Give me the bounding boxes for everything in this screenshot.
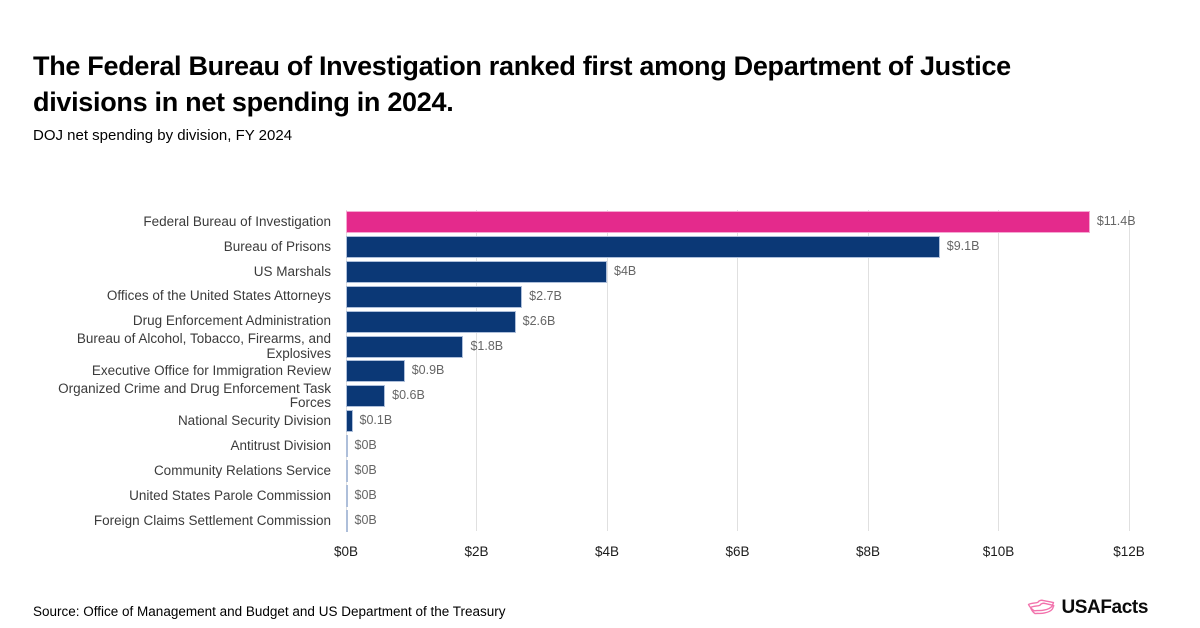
category-label: US Marshals — [253, 263, 331, 279]
value-label: $4B — [614, 263, 637, 278]
value-label: $1.8B — [470, 338, 504, 353]
x-axis-tick-label: $10B — [982, 544, 1015, 559]
value-label: $0.6B — [392, 388, 425, 403]
source-note: Source: Office of Management and Budget … — [33, 604, 506, 619]
x-axis-tick-label: $6B — [725, 544, 750, 559]
x-axis-tick-label: $2B — [464, 544, 489, 559]
gridline — [476, 210, 477, 531]
value-label: $2.6B — [522, 313, 556, 328]
category-label: Antitrust Division — [230, 437, 331, 453]
gridline — [867, 210, 869, 531]
bar — [346, 385, 386, 408]
x-axis-tick-label: $4B — [594, 544, 620, 559]
value-label: $0B — [354, 487, 377, 502]
bar — [346, 484, 348, 507]
chart-subtitle: DOJ net spending by division, FY 2024 — [33, 127, 293, 144]
x-axis-tick-label: $0B — [333, 544, 359, 559]
category-label: Foreign Claims Settlement Commission — [93, 512, 331, 528]
value-label: $0B — [354, 512, 377, 527]
x-axis-tick-label: $8B — [855, 544, 881, 559]
bar — [346, 509, 348, 532]
value-label: $0.9B — [411, 363, 445, 378]
bar — [346, 260, 607, 283]
value-label: $9.1B — [946, 238, 980, 253]
bar — [346, 310, 516, 333]
category-label: Bureau of Prisons — [223, 238, 331, 254]
bar — [346, 335, 464, 358]
bar — [346, 211, 1090, 233]
bar — [346, 360, 405, 383]
bar — [346, 460, 348, 482]
usafacts-logo-icon — [1028, 599, 1055, 615]
value-label: $2.7B — [529, 288, 562, 303]
value-label: $11.4B — [1096, 214, 1136, 228]
usafacts-logo-text: USAFacts — [1061, 597, 1148, 618]
category-label: Federal Bureau of Investigation — [143, 213, 331, 229]
value-label: $0B — [354, 438, 377, 453]
category-label: Bureau of Alcohol, Tobacco, Firearms, an… — [76, 331, 331, 361]
category-label: National Security Division — [177, 412, 331, 428]
category-label: Community Relations Service — [153, 462, 331, 478]
bar — [346, 285, 523, 308]
value-label: $0.1B — [359, 413, 393, 428]
bar — [346, 235, 940, 258]
category-label: Drug Enforcement Administration — [132, 313, 331, 329]
category-label: United States Parole Commission — [129, 487, 331, 503]
value-label: $0B — [354, 463, 377, 477]
category-label: Offices of the United States Attorneys — [106, 288, 331, 304]
gridline — [606, 210, 608, 531]
category-label: Executive Office for Immigration Review — [91, 363, 331, 379]
category-label: Organized Crime and Drug Enforcement Tas… — [58, 380, 331, 411]
bar — [346, 435, 348, 458]
chart-title: The Federal Bureau of Investigation rank… — [33, 51, 1011, 117]
gridline — [737, 210, 738, 531]
x-axis-tick-label: $12B — [1113, 544, 1145, 559]
gridline — [1128, 210, 1130, 531]
bar — [346, 410, 353, 433]
usafacts-logo: USAFacts — [1027, 595, 1148, 621]
gridline — [998, 210, 999, 531]
